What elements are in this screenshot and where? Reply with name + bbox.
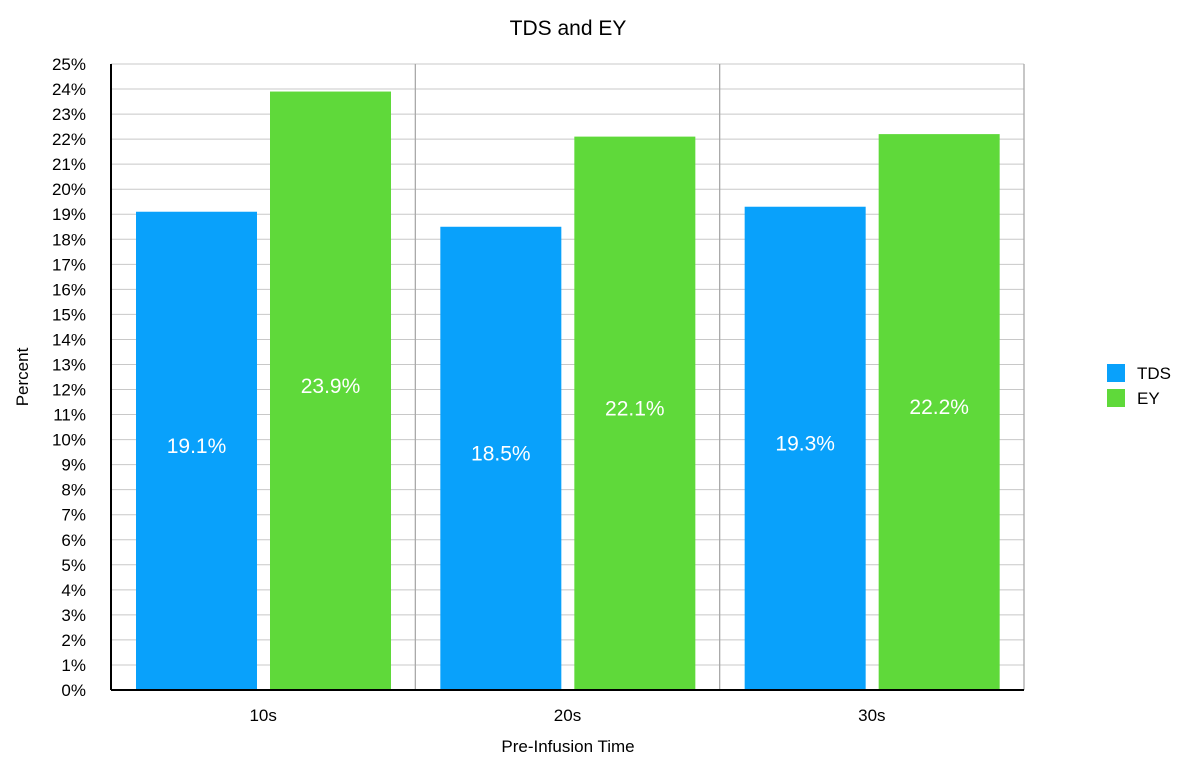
- y-tick-label: 7%: [61, 506, 86, 525]
- y-tick-label: 3%: [61, 606, 86, 625]
- y-tick-label: 22%: [52, 130, 86, 149]
- bar-ey-20s: [574, 136, 696, 691]
- y-tick-label: 5%: [61, 556, 86, 575]
- y-tick-label: 21%: [52, 155, 86, 174]
- y-tick-label: 25%: [52, 55, 86, 74]
- y-tick-label: 17%: [52, 255, 86, 274]
- data-label: 23.9%: [301, 375, 361, 398]
- y-tick-label: 14%: [52, 330, 86, 349]
- data-label: 22.1%: [605, 397, 665, 420]
- legend-swatch-ey: [1107, 389, 1125, 407]
- y-tick-label: 4%: [61, 581, 86, 600]
- y-tick-label: 16%: [52, 280, 86, 299]
- y-tick-labels: 0% 1% 2% 3% 4% 5% 6% 7% 8% 9% 10% 11% 12% 13% 14% 15% 16…: [52, 55, 86, 700]
- data-label: 18.5%: [471, 442, 531, 465]
- data-label: 22.2%: [909, 396, 969, 419]
- legend-swatch-tds: [1107, 364, 1125, 382]
- y-tick-label: 9%: [61, 456, 86, 475]
- y-tick-label: 24%: [52, 80, 86, 99]
- y-tick-label: 8%: [61, 481, 86, 500]
- y-tick-label: 19%: [52, 205, 86, 224]
- bar-ey-30s: [878, 134, 1000, 690]
- y-tick-label: 18%: [52, 230, 86, 249]
- x-tick-labels: 10s 20s 30s: [249, 706, 885, 725]
- legend-label: TDS: [1137, 364, 1171, 383]
- legend-label: EY: [1137, 389, 1160, 408]
- y-tick-label: 13%: [52, 355, 86, 374]
- x-tick-label: 30s: [858, 706, 885, 725]
- bar-ey-10s: [270, 91, 391, 690]
- y-tick-label: 6%: [61, 531, 86, 550]
- chart-title: TDS and EY: [510, 17, 627, 40]
- y-tick-label: 10%: [52, 431, 86, 450]
- bars: 19.1% 23.9% 18.5% 22.1% 19.3% 22.2%: [136, 91, 1000, 691]
- data-label: 19.1%: [167, 435, 227, 458]
- bar-tds-20s: [440, 226, 562, 690]
- legend: TDS EY: [1107, 364, 1171, 408]
- x-axis-label: Pre-Infusion Time: [501, 737, 634, 756]
- x-tick-label: 20s: [554, 706, 581, 725]
- y-tick-label: 11%: [53, 406, 86, 425]
- gridlines: [111, 63, 1025, 690]
- bar-tds-30s: [744, 206, 866, 690]
- y-tick-label: 23%: [52, 105, 86, 124]
- bar-tds-10s: [136, 211, 257, 690]
- data-label: 19.3%: [775, 432, 835, 455]
- y-tick-label: 0%: [61, 681, 86, 700]
- y-tick-label: 2%: [61, 631, 86, 650]
- y-tick-label: 20%: [52, 180, 86, 199]
- y-tick-label: 12%: [52, 381, 86, 400]
- y-tick-label: 1%: [61, 656, 86, 675]
- y-axis-label: Percent: [13, 347, 32, 406]
- y-tick-label: 15%: [52, 305, 86, 324]
- x-tick-label: 10s: [249, 706, 276, 725]
